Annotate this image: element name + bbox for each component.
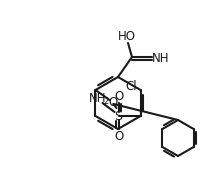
Text: O: O bbox=[114, 130, 123, 142]
Text: O: O bbox=[114, 89, 123, 103]
Text: 2: 2 bbox=[103, 97, 109, 106]
Text: O: O bbox=[109, 97, 118, 109]
Text: HO: HO bbox=[118, 30, 136, 42]
Text: NH: NH bbox=[89, 91, 106, 105]
Text: Cl: Cl bbox=[126, 80, 137, 92]
Text: S: S bbox=[115, 109, 123, 123]
Text: NH: NH bbox=[152, 52, 170, 64]
